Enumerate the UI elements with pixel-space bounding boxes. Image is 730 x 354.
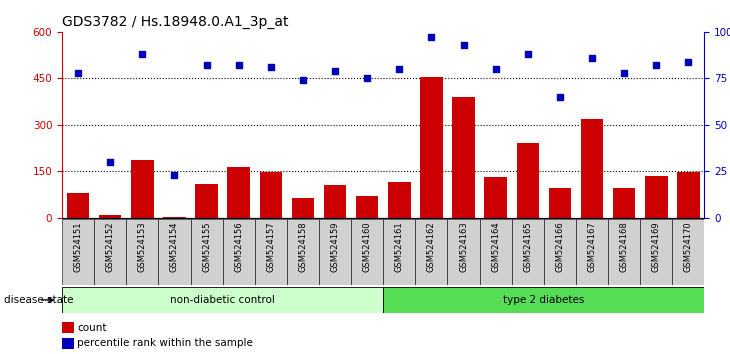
Bar xyxy=(158,219,191,285)
Point xyxy=(169,172,180,178)
Bar xyxy=(67,193,89,218)
Point xyxy=(522,51,534,57)
Text: GSM524165: GSM524165 xyxy=(523,222,532,272)
Bar xyxy=(613,188,635,218)
Point xyxy=(104,159,116,165)
Point xyxy=(458,42,469,48)
Text: percentile rank within the sample: percentile rank within the sample xyxy=(77,338,253,348)
Bar xyxy=(126,219,158,285)
Point xyxy=(233,62,245,68)
Bar xyxy=(164,217,185,218)
Bar xyxy=(512,219,544,285)
Bar xyxy=(517,143,539,218)
Bar xyxy=(62,338,74,349)
Point xyxy=(361,75,373,81)
Text: GSM524166: GSM524166 xyxy=(556,222,564,272)
Bar xyxy=(351,219,383,285)
Point xyxy=(650,62,662,68)
Text: GSM524161: GSM524161 xyxy=(395,222,404,272)
Bar xyxy=(640,219,672,285)
Text: GSM524153: GSM524153 xyxy=(138,222,147,272)
Point xyxy=(137,51,148,57)
Text: GSM524164: GSM524164 xyxy=(491,222,500,272)
Bar xyxy=(383,287,704,313)
Text: disease state: disease state xyxy=(4,295,73,305)
Bar xyxy=(383,219,415,285)
Bar xyxy=(131,160,153,218)
Bar xyxy=(191,219,223,285)
Point xyxy=(586,55,598,61)
Bar xyxy=(549,188,571,218)
Text: GSM524152: GSM524152 xyxy=(106,222,115,272)
Bar xyxy=(447,219,480,285)
Text: GSM524162: GSM524162 xyxy=(427,222,436,272)
Bar xyxy=(480,219,512,285)
Bar xyxy=(645,176,667,218)
Point xyxy=(490,66,502,72)
Text: non-diabetic control: non-diabetic control xyxy=(170,295,275,305)
Text: GSM524159: GSM524159 xyxy=(331,222,339,272)
Point xyxy=(297,78,309,83)
Bar xyxy=(223,219,255,285)
Text: GSM524158: GSM524158 xyxy=(299,222,307,272)
Text: type 2 diabetes: type 2 diabetes xyxy=(503,295,585,305)
Bar xyxy=(62,219,94,285)
Bar xyxy=(388,182,410,218)
Point xyxy=(72,70,84,76)
Text: GSM524168: GSM524168 xyxy=(620,222,629,272)
Text: GSM524160: GSM524160 xyxy=(363,222,372,272)
Point xyxy=(683,59,694,64)
Bar xyxy=(356,196,378,218)
Bar xyxy=(319,219,351,285)
Text: GSM524155: GSM524155 xyxy=(202,222,211,272)
Text: GSM524151: GSM524151 xyxy=(74,222,82,272)
Bar xyxy=(453,97,475,218)
Bar xyxy=(576,219,608,285)
Point xyxy=(329,68,341,74)
Text: GSM524154: GSM524154 xyxy=(170,222,179,272)
Point xyxy=(393,66,405,72)
Bar xyxy=(608,219,640,285)
Text: GSM524163: GSM524163 xyxy=(459,222,468,272)
Bar xyxy=(581,119,603,218)
Text: GSM524167: GSM524167 xyxy=(588,222,596,272)
Bar xyxy=(260,172,282,218)
Bar xyxy=(672,219,704,285)
Bar xyxy=(228,167,250,218)
Bar xyxy=(196,184,218,218)
Bar xyxy=(255,219,287,285)
Bar xyxy=(677,172,699,218)
Bar xyxy=(420,77,442,218)
Point xyxy=(265,64,277,70)
Bar xyxy=(415,219,447,285)
Bar xyxy=(99,215,121,218)
Point xyxy=(201,62,212,68)
Text: GSM524157: GSM524157 xyxy=(266,222,275,272)
Bar xyxy=(62,287,383,313)
Text: count: count xyxy=(77,322,107,332)
Bar xyxy=(292,198,314,218)
Text: GDS3782 / Hs.18948.0.A1_3p_at: GDS3782 / Hs.18948.0.A1_3p_at xyxy=(62,16,288,29)
Bar xyxy=(62,322,74,333)
Point xyxy=(554,94,566,100)
Bar xyxy=(324,185,346,218)
Bar xyxy=(94,219,126,285)
Text: GSM524156: GSM524156 xyxy=(234,222,243,272)
Bar xyxy=(287,219,319,285)
Text: GSM524169: GSM524169 xyxy=(652,222,661,272)
Point xyxy=(426,35,437,40)
Text: GSM524170: GSM524170 xyxy=(684,222,693,272)
Bar xyxy=(485,177,507,218)
Point xyxy=(618,70,630,76)
Bar xyxy=(544,219,576,285)
